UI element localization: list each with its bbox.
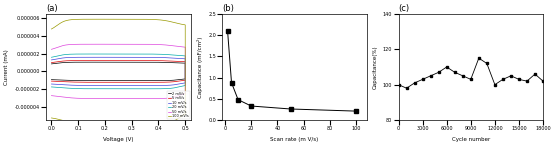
Line: 20 mV/s: 20 mV/s bbox=[52, 54, 185, 89]
Legend: 2 mV/s, 5 mV/s, 10 mV/s, 20 mV/s, 50 mV/s, 100 mV/s: 2 mV/s, 5 mV/s, 10 mV/s, 20 mV/s, 50 mV/… bbox=[166, 91, 190, 119]
10 mV/s bbox=[127, 85, 133, 86]
Line: 10 mV/s: 10 mV/s bbox=[52, 57, 185, 86]
2 mV/s bbox=[132, 80, 138, 81]
100 mV/s bbox=[107, 123, 113, 125]
20 mV/s bbox=[75, 53, 82, 55]
2 mV/s bbox=[127, 80, 133, 81]
2 mV/s bbox=[157, 61, 163, 63]
20 mV/s bbox=[127, 88, 133, 90]
100 mV/s bbox=[132, 123, 138, 125]
5 mV/s bbox=[48, 80, 55, 82]
5 mV/s bbox=[166, 60, 173, 62]
2 mV/s bbox=[48, 79, 55, 81]
Line: 5 mV/s: 5 mV/s bbox=[52, 61, 185, 82]
20 mV/s bbox=[102, 88, 108, 90]
100 mV/s bbox=[75, 18, 82, 20]
5 mV/s bbox=[102, 81, 108, 83]
5 mV/s bbox=[107, 81, 113, 83]
50 mV/s bbox=[132, 98, 138, 99]
X-axis label: Scan rate (m V/s): Scan rate (m V/s) bbox=[270, 137, 319, 142]
Line: 2 mV/s: 2 mV/s bbox=[52, 62, 185, 81]
20 mV/s bbox=[166, 54, 173, 56]
10 mV/s bbox=[48, 59, 55, 61]
50 mV/s bbox=[48, 95, 55, 97]
Y-axis label: Capacitance(%): Capacitance(%) bbox=[372, 45, 377, 89]
Text: (c): (c) bbox=[398, 4, 410, 13]
2 mV/s bbox=[107, 80, 113, 81]
2 mV/s bbox=[102, 80, 108, 81]
5 mV/s bbox=[157, 60, 163, 62]
100 mV/s bbox=[157, 19, 163, 21]
100 mV/s bbox=[48, 28, 55, 30]
5 mV/s bbox=[48, 62, 55, 64]
10 mV/s bbox=[166, 57, 173, 59]
100 mV/s bbox=[102, 123, 108, 124]
20 mV/s bbox=[48, 56, 55, 58]
50 mV/s bbox=[103, 43, 110, 45]
10 mV/s bbox=[48, 83, 55, 85]
Text: (b): (b) bbox=[223, 4, 234, 13]
Text: (a): (a) bbox=[46, 4, 58, 13]
2 mV/s bbox=[75, 61, 82, 63]
Y-axis label: Current (mA): Current (mA) bbox=[4, 49, 9, 85]
50 mV/s bbox=[166, 45, 173, 46]
5 mV/s bbox=[132, 81, 138, 83]
20 mV/s bbox=[103, 53, 110, 55]
20 mV/s bbox=[48, 86, 55, 88]
Line: 50 mV/s: 50 mV/s bbox=[52, 44, 185, 99]
10 mV/s bbox=[103, 56, 110, 58]
20 mV/s bbox=[107, 88, 113, 90]
2 mV/s bbox=[48, 63, 55, 65]
50 mV/s bbox=[75, 43, 82, 45]
50 mV/s bbox=[102, 98, 108, 99]
5 mV/s bbox=[75, 60, 82, 61]
20 mV/s bbox=[132, 88, 138, 90]
100 mV/s bbox=[48, 117, 55, 119]
20 mV/s bbox=[157, 53, 163, 55]
50 mV/s bbox=[107, 98, 113, 99]
5 mV/s bbox=[127, 81, 133, 83]
Line: 100 mV/s: 100 mV/s bbox=[52, 19, 185, 124]
50 mV/s bbox=[48, 48, 55, 50]
100 mV/s bbox=[166, 21, 173, 22]
100 mV/s bbox=[127, 123, 133, 125]
Y-axis label: Capacitance (mF/cm²): Capacitance (mF/cm²) bbox=[197, 36, 203, 98]
50 mV/s bbox=[127, 98, 133, 99]
50 mV/s bbox=[157, 44, 163, 45]
10 mV/s bbox=[157, 57, 163, 58]
10 mV/s bbox=[107, 85, 113, 86]
10 mV/s bbox=[132, 85, 138, 86]
2 mV/s bbox=[166, 62, 173, 63]
10 mV/s bbox=[75, 56, 82, 58]
2 mV/s bbox=[103, 61, 110, 63]
5 mV/s bbox=[103, 60, 110, 61]
100 mV/s bbox=[103, 18, 110, 20]
10 mV/s bbox=[102, 85, 108, 86]
X-axis label: Cycle number: Cycle number bbox=[452, 137, 490, 142]
X-axis label: Voltage (V): Voltage (V) bbox=[103, 137, 134, 142]
